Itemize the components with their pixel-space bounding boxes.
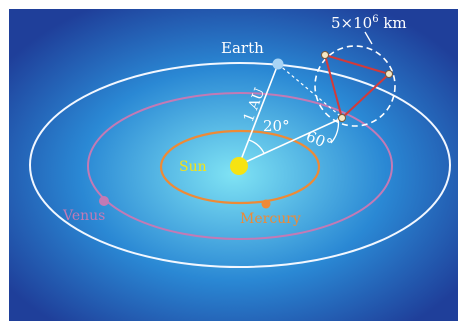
earth xyxy=(272,58,284,70)
sun-formation-line xyxy=(238,117,343,166)
earth-orbit xyxy=(29,62,451,268)
formation-size-base: 5×10 xyxy=(331,14,372,32)
angle-arc-60 xyxy=(330,117,340,144)
mercury xyxy=(261,199,271,209)
venus-orbit xyxy=(87,92,393,240)
spacecraft-3 xyxy=(338,114,346,122)
sun-label: Sun xyxy=(179,159,207,175)
size-indicator-line xyxy=(364,31,373,45)
spacecraft-1 xyxy=(321,51,329,59)
earth-label: Earth xyxy=(221,39,264,57)
angle-20-label: 20° xyxy=(263,117,290,135)
formation-size-label: 5×106 km xyxy=(331,14,407,32)
formation-size-exponent: 6 xyxy=(372,14,378,25)
spacecraft-2 xyxy=(385,70,393,78)
sun xyxy=(230,157,248,175)
sun-earth-line xyxy=(238,63,279,166)
mercury-orbit xyxy=(159,129,321,205)
formation-triangle xyxy=(323,53,391,120)
venus xyxy=(99,196,109,206)
mercury-label: Mercury xyxy=(240,211,301,227)
venus-label: Venus xyxy=(62,208,105,224)
earth-formation-dashed-line xyxy=(277,63,346,121)
formation-circle xyxy=(314,45,396,127)
angle-arc-20 xyxy=(248,139,265,154)
formation-size-unit: km xyxy=(379,14,407,32)
